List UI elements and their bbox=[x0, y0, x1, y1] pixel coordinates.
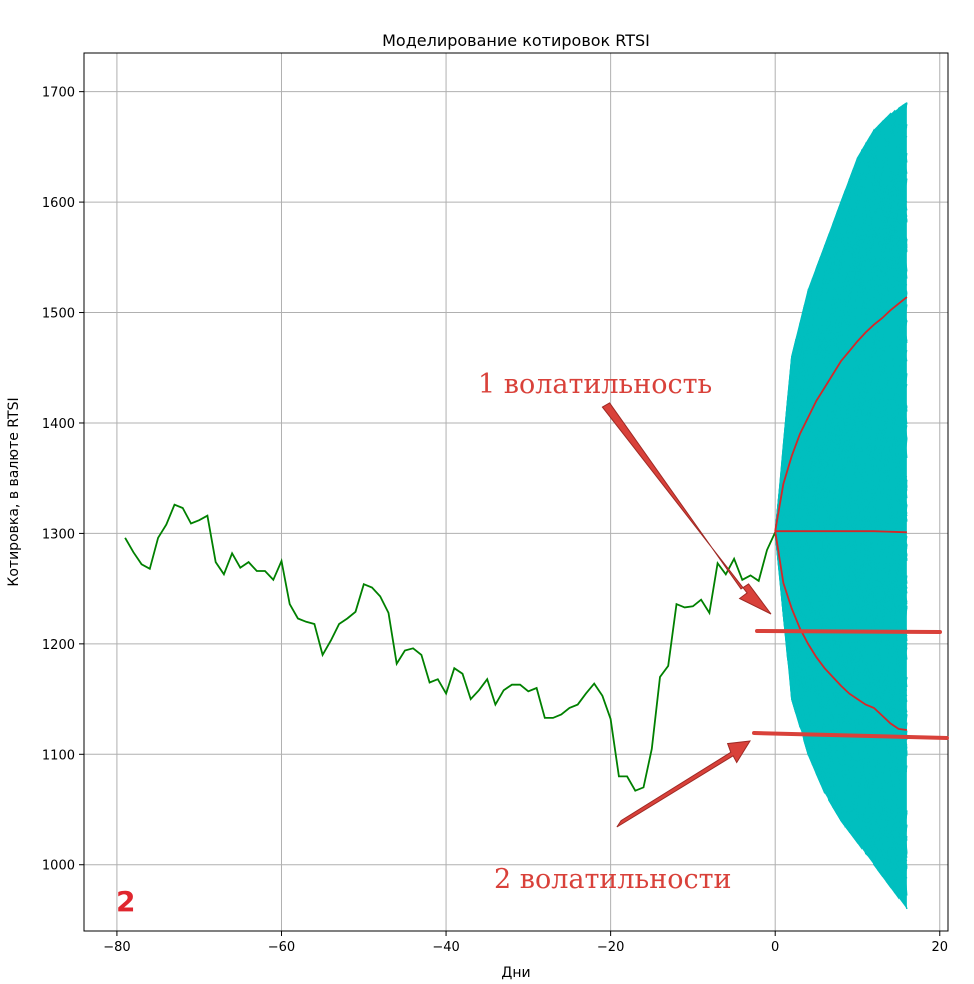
lower-band-line bbox=[774, 531, 908, 731]
y-tick-label: 1200 bbox=[42, 638, 75, 653]
y-tick-label: 1700 bbox=[42, 86, 75, 101]
simulation-path bbox=[774, 412, 908, 627]
simulation-path bbox=[774, 532, 908, 870]
simulation-path bbox=[774, 337, 908, 533]
grid bbox=[84, 53, 948, 931]
simulation-path bbox=[774, 463, 908, 681]
upper-band-line bbox=[774, 296, 908, 532]
simulation-path bbox=[774, 532, 908, 726]
simulation-path bbox=[774, 336, 908, 533]
simulation-path bbox=[774, 157, 908, 533]
simulation-path bbox=[774, 188, 908, 533]
y-tick-label: 1500 bbox=[42, 307, 75, 322]
panel-number: 2 bbox=[116, 885, 135, 918]
one-sigma-arrow bbox=[601, 402, 772, 615]
simulation-path bbox=[774, 532, 908, 748]
y-tick-label: 1300 bbox=[42, 527, 75, 542]
x-tick-label: −60 bbox=[268, 940, 295, 955]
two-sigma-label: 2 волатильности bbox=[494, 864, 732, 895]
simulation-path bbox=[774, 532, 908, 865]
simulation-path bbox=[774, 532, 908, 699]
x-axis-ticks: −80 −60 −40 −20 0 20 bbox=[103, 931, 948, 955]
simulation-path bbox=[774, 302, 908, 533]
mean-line bbox=[775, 530, 907, 534]
simulation-path bbox=[774, 532, 908, 737]
y-tick-label: 1400 bbox=[42, 417, 75, 432]
simulation-path bbox=[774, 409, 908, 547]
simulation-path bbox=[774, 208, 908, 533]
simulation-path bbox=[774, 381, 908, 604]
x-tick-label: 20 bbox=[931, 940, 948, 955]
plot-frame bbox=[83, 52, 949, 932]
simulation-path bbox=[774, 532, 908, 722]
x-tick-label: −80 bbox=[103, 940, 130, 955]
simulation-path bbox=[774, 373, 908, 555]
one-sigma-marker-line bbox=[755, 629, 942, 634]
simulation-paths bbox=[774, 102, 908, 910]
y-tick-label: 1600 bbox=[42, 196, 75, 211]
two-sigma-arrow bbox=[616, 740, 751, 828]
one-sigma-label: 1 волатильность bbox=[478, 369, 712, 400]
chart-title: Моделирование котировок RTSI bbox=[382, 31, 650, 50]
x-tick-label: −20 bbox=[597, 940, 624, 955]
y-axis-ticks: 1000 1100 1200 1300 1400 1500 1600 1700 bbox=[42, 86, 84, 874]
x-tick-label: 0 bbox=[771, 940, 779, 955]
y-tick-label: 1100 bbox=[42, 748, 75, 763]
simulation-path bbox=[774, 414, 908, 557]
y-tick-label: 1000 bbox=[42, 859, 75, 874]
simulation-path bbox=[774, 110, 908, 533]
simulation-path bbox=[774, 102, 908, 533]
y-axis-label: Котировка, в валюте RTSI bbox=[6, 397, 22, 586]
simulation-path bbox=[774, 532, 908, 859]
volatility-bands bbox=[774, 296, 908, 731]
history-line bbox=[124, 503, 777, 792]
x-axis-label: Дни bbox=[501, 965, 530, 981]
simulation-path bbox=[774, 120, 908, 533]
annotations: 1 волатильность 2 волатильности 2 bbox=[116, 369, 949, 918]
history-series bbox=[124, 503, 777, 792]
simulation-path bbox=[774, 219, 908, 533]
simulation-path bbox=[774, 102, 908, 533]
x-tick-label: −40 bbox=[432, 940, 459, 955]
two-sigma-marker-line bbox=[752, 731, 949, 740]
